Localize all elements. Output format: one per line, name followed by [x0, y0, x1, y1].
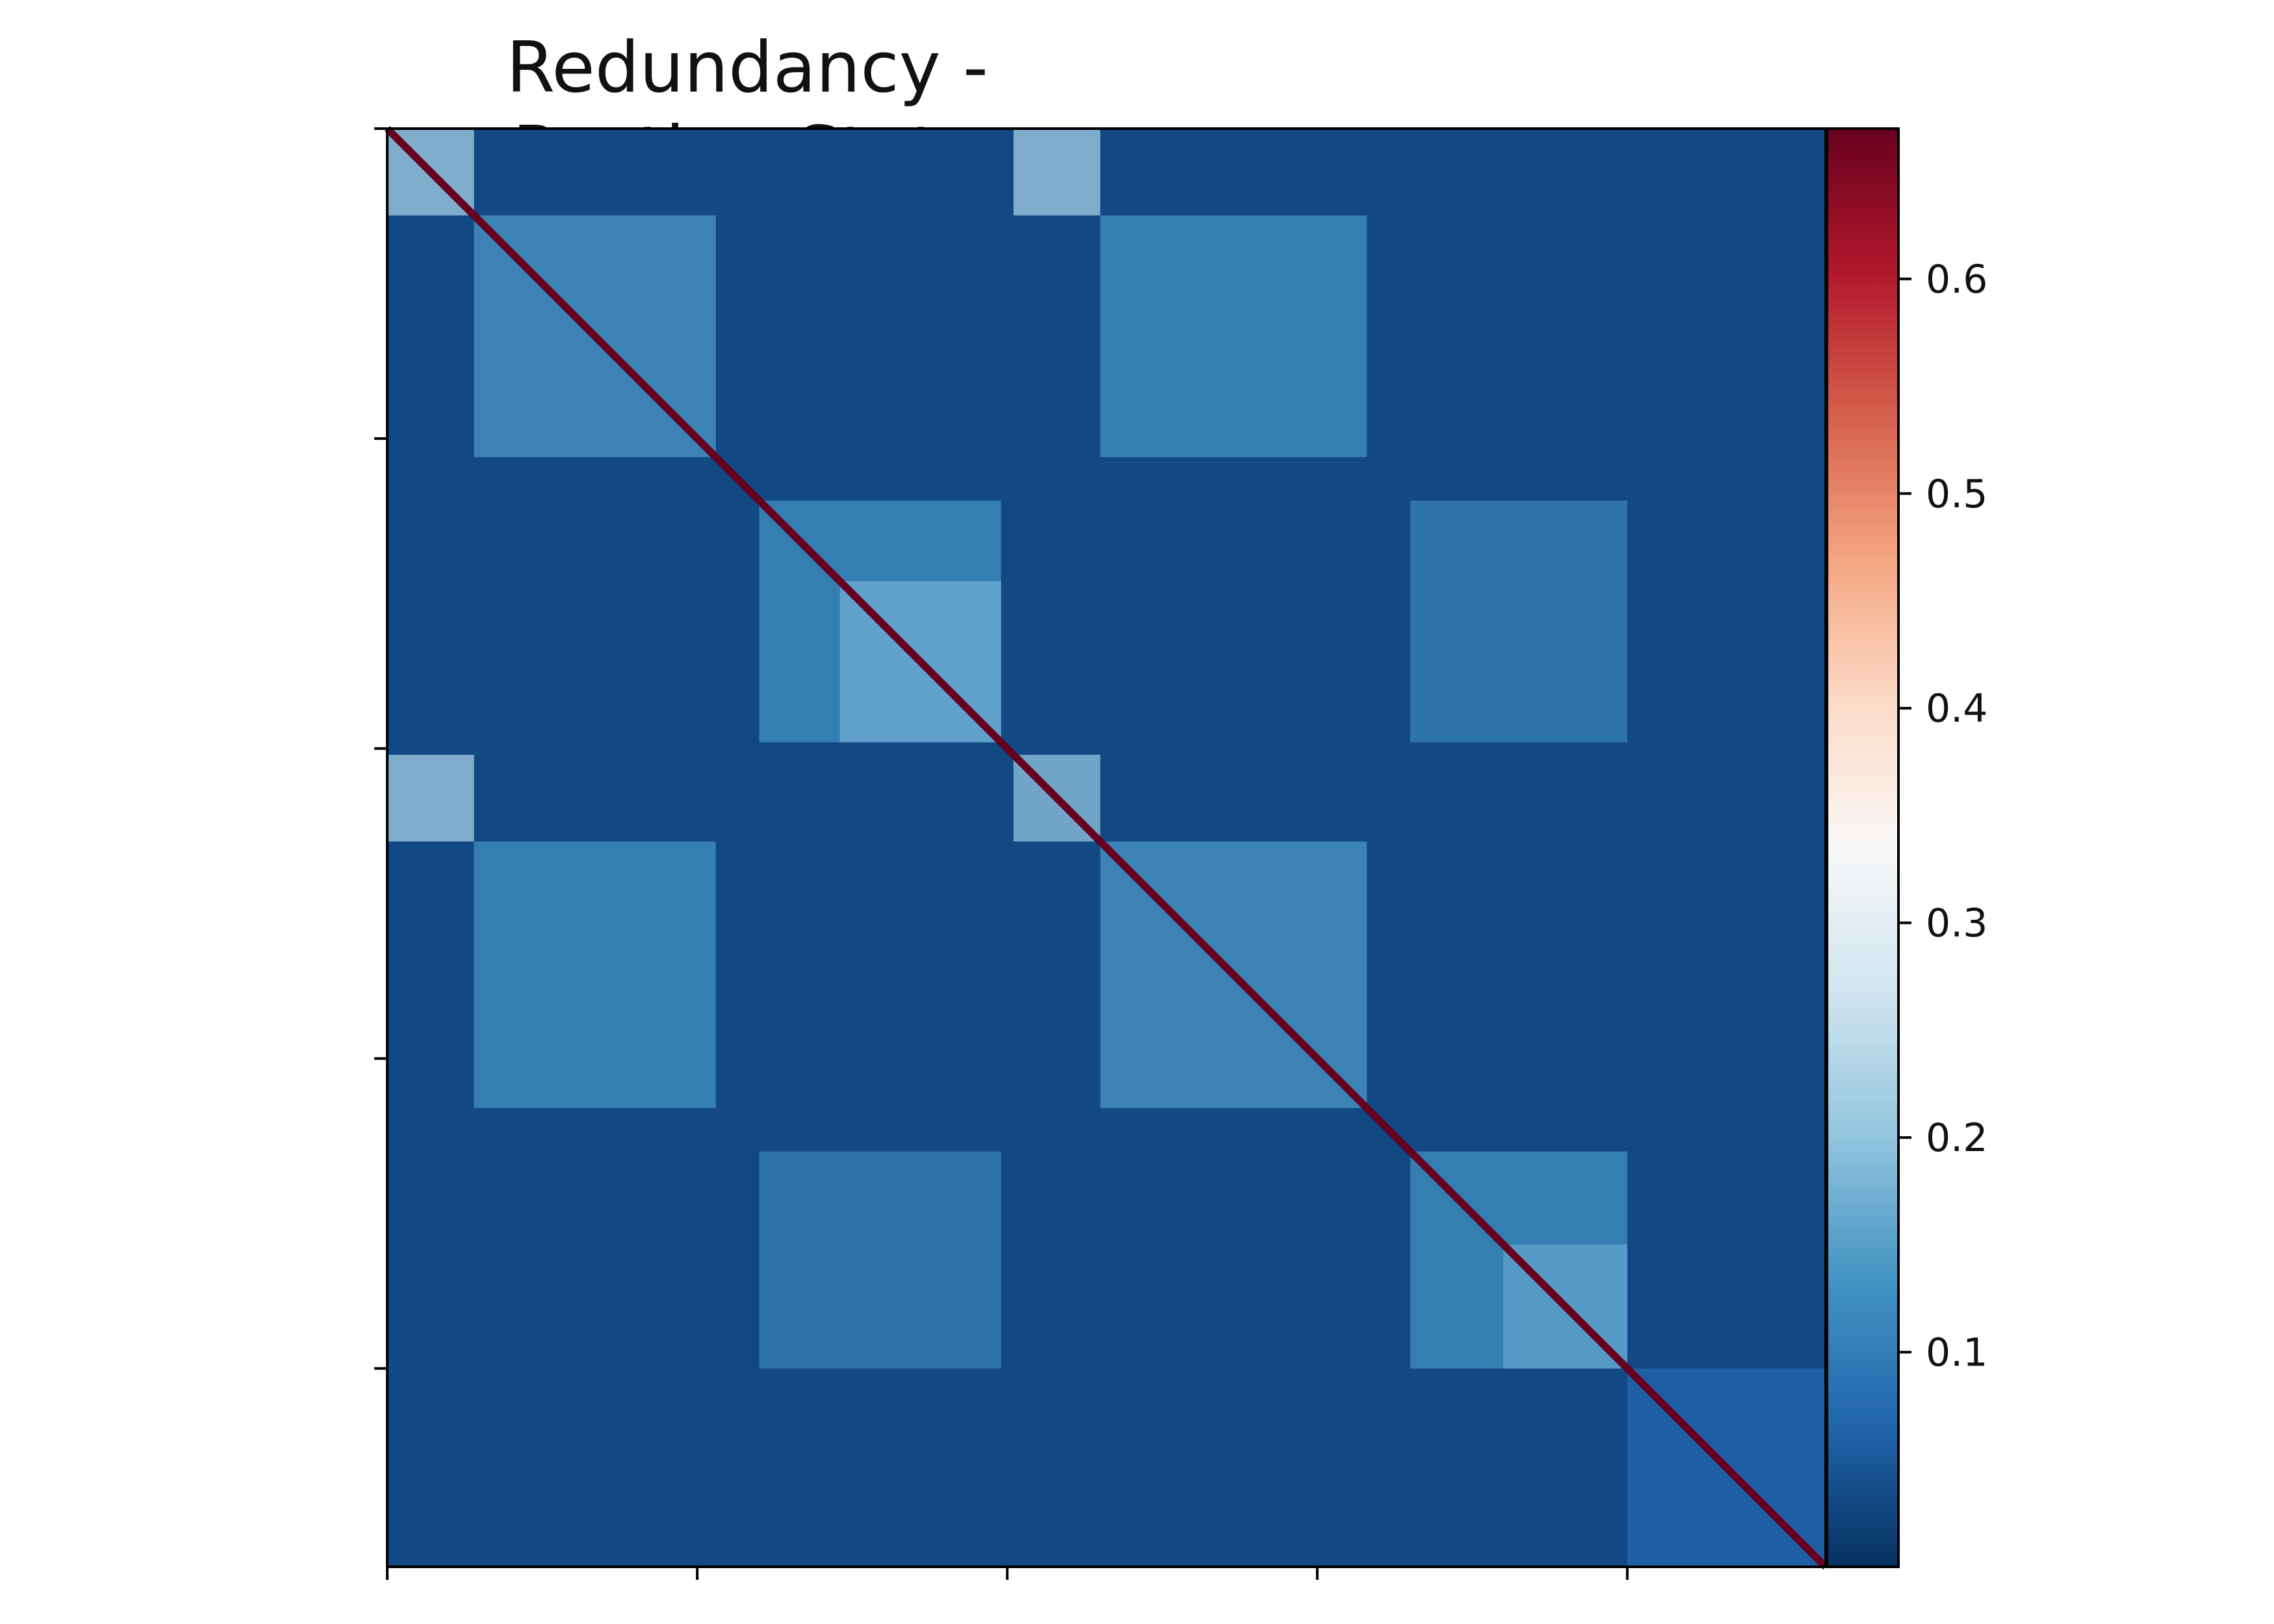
colorbar: [1827, 129, 1898, 1567]
heatmap-cells: [384, 125, 1829, 1570]
heatmap-cluster-10: [759, 1151, 1001, 1369]
colorbar-tick-label-4: 0.5: [1926, 472, 1987, 517]
colorbar-tick-label-3: 0.4: [1926, 686, 1987, 731]
heatmap-diagonal: [384, 125, 1829, 1570]
heatmap-cluster-1: [1013, 129, 1101, 216]
x-axis-ticks: [386, 1567, 1629, 1580]
colorbar-tick-label-0: 0.1: [1926, 1330, 1987, 1376]
heatmap-cluster-6: [474, 841, 716, 1108]
heatmap-cluster-9: [1410, 500, 1628, 742]
colorbar-frame: [1826, 127, 1900, 1568]
colorbar-tick-label-2: 0.3: [1926, 901, 1987, 946]
colorbar-ticks: 0.1 0.2 0.3 0.4 0.5 0.6: [1898, 257, 1987, 1376]
colorbar-tick-label-1: 0.2: [1926, 1115, 1987, 1161]
y-axis-ticks: [374, 127, 387, 1370]
colorbar-tick-label-5: 0.6: [1926, 257, 1987, 302]
heatmap-cluster-2: [387, 754, 474, 842]
heatmap-cluster-5: [1100, 215, 1367, 457]
